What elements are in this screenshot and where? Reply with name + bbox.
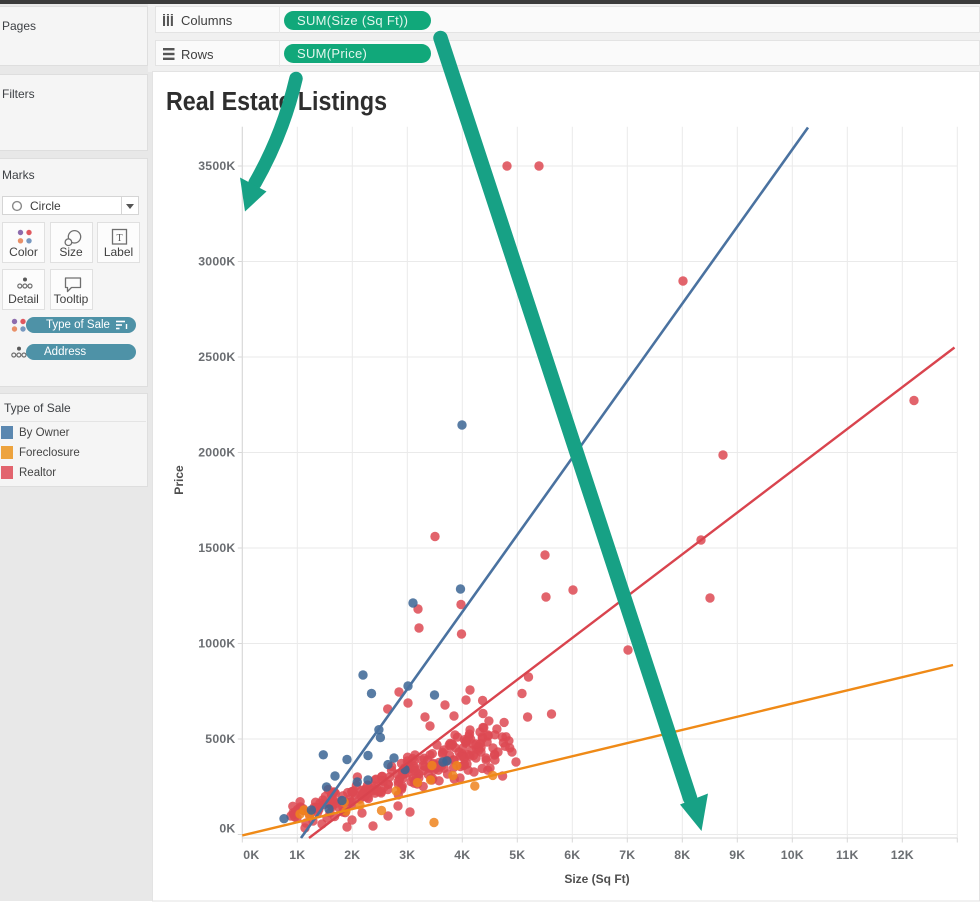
svg-text:T: T	[116, 233, 122, 244]
svg-text:1500K: 1500K	[198, 541, 235, 555]
svg-text:2K: 2K	[344, 848, 360, 862]
svg-text:4K: 4K	[454, 848, 470, 862]
svg-text:9K: 9K	[729, 848, 745, 862]
svg-text:2500K: 2500K	[198, 350, 235, 364]
svg-text:1000K: 1000K	[198, 636, 235, 650]
svg-text:Real Estate Listings: Real Estate Listings	[166, 88, 387, 116]
svg-text:7K: 7K	[619, 848, 635, 862]
svg-text:3000K: 3000K	[198, 254, 235, 268]
svg-text:6K: 6K	[564, 848, 580, 862]
svg-text:0K: 0K	[243, 848, 259, 862]
svg-text:0K: 0K	[219, 821, 235, 835]
svg-text:1K: 1K	[289, 848, 305, 862]
svg-text:10K: 10K	[781, 848, 804, 862]
svg-text:2000K: 2000K	[198, 445, 235, 459]
svg-text:5K: 5K	[509, 848, 525, 862]
svg-text:8K: 8K	[674, 848, 690, 862]
svg-text:500K: 500K	[205, 732, 235, 746]
svg-text:3K: 3K	[399, 848, 415, 862]
svg-text:11K: 11K	[836, 848, 858, 862]
svg-text:12K: 12K	[891, 848, 914, 862]
svg-text:3500K: 3500K	[198, 159, 235, 173]
svg-text:Size (Sq Ft): Size (Sq Ft)	[564, 872, 629, 886]
svg-text:Price: Price	[172, 465, 186, 495]
